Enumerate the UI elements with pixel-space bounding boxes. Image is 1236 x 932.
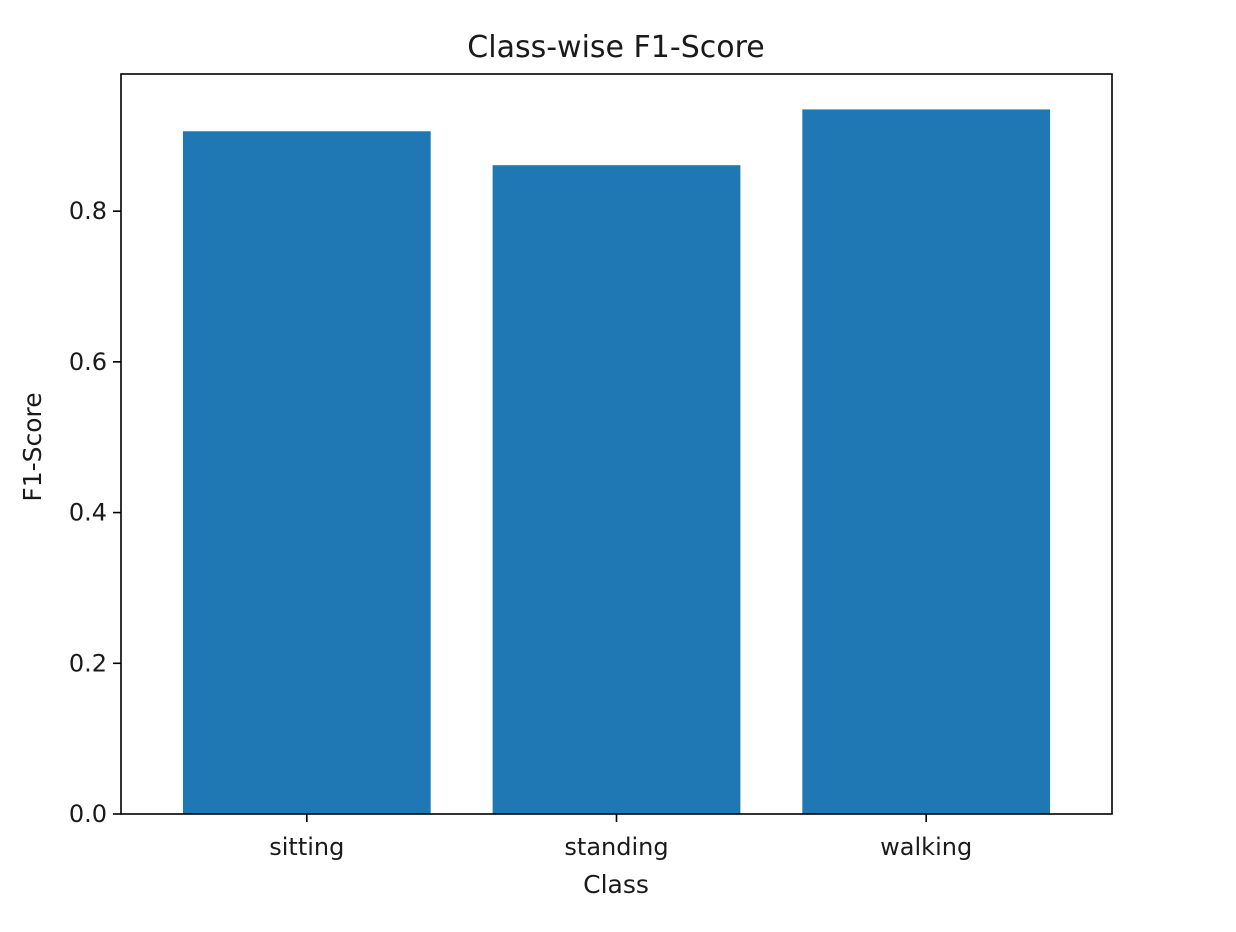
x-axis-label: Class (583, 870, 649, 899)
y-axis: 0.0 0.2 0.4 0.6 0.8 (69, 197, 121, 828)
x-tick-label-standing: standing (564, 833, 668, 861)
bars-group (182, 109, 1051, 814)
y-axis-label: F1-Score (18, 392, 47, 501)
bar-sitting (182, 131, 431, 814)
y-tick-label: 0.6 (69, 348, 107, 376)
x-tick-label-walking: walking (880, 833, 972, 861)
bar-walking (802, 109, 1051, 814)
bar-standing (492, 165, 741, 814)
y-tick-label: 0.8 (69, 197, 107, 225)
y-tick-label: 0.2 (69, 649, 107, 677)
y-tick-label: 0.0 (69, 800, 107, 828)
y-tick-label: 0.4 (69, 499, 107, 527)
chart-title: Class-wise F1-Score (467, 30, 764, 65)
x-tick-label-sitting: sitting (269, 833, 344, 861)
x-axis: sitting standing walking (269, 814, 972, 861)
